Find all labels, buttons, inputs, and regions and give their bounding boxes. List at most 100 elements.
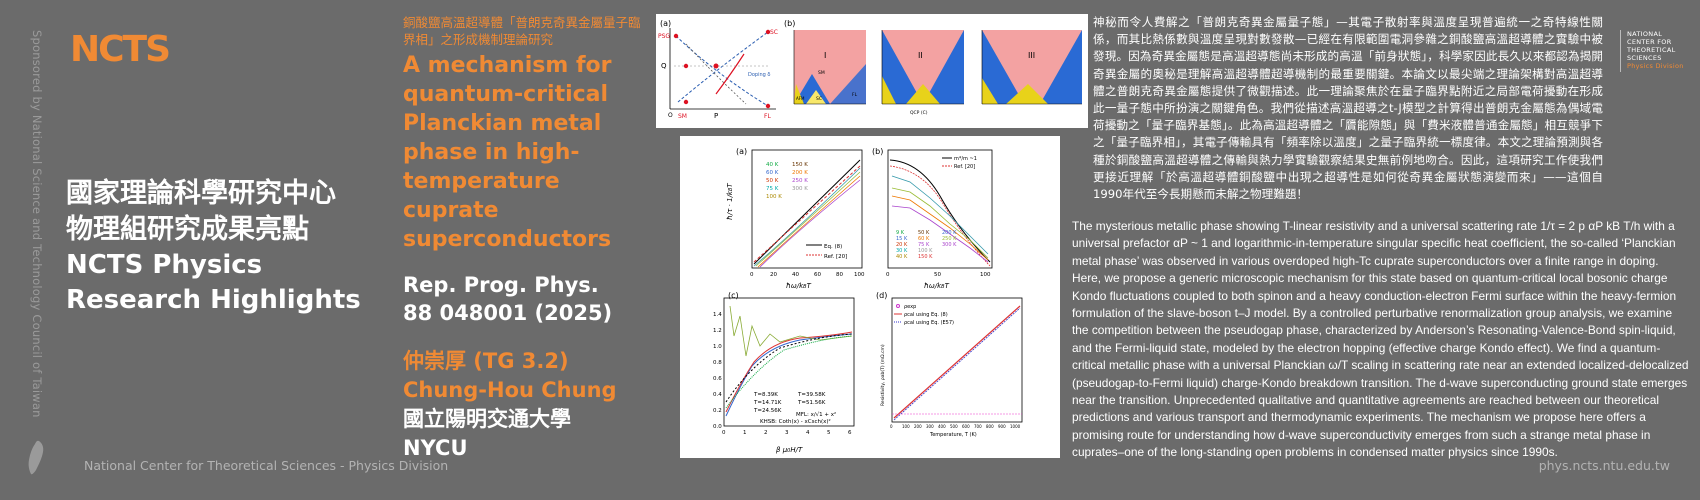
svg-text:I: I (824, 51, 826, 60)
svg-text:50 K: 50 K (766, 178, 779, 184)
main-title: 國家理論科學研究中心 物理組研究成果亮點 NCTS Physics Resear… (66, 176, 396, 318)
paper-title-en: A mechanism for quantum-critical Plancki… (403, 53, 612, 252)
svg-text:T=8.39K: T=8.39K (753, 392, 778, 398)
svg-text:500: 500 (950, 424, 958, 429)
author-zh: 仲崇厚 (TG 3.2) (403, 349, 569, 373)
svg-text:100: 100 (902, 424, 910, 429)
svg-text:40: 40 (792, 272, 799, 278)
svg-text:MFL: x/√1 + x²: MFL: x/√1 + x² (796, 411, 836, 418)
journal-name: Rep. Prog. Phys. (403, 273, 599, 297)
svg-text:0.4: 0.4 (713, 392, 722, 398)
fig-top-panel-a: (a) (660, 19, 671, 28)
svg-text:150 K: 150 K (792, 162, 808, 168)
svg-text:SM: SM (678, 113, 687, 120)
title-en-line1: NCTS Physics (66, 250, 263, 280)
paper-title-zh: 銅酸鹽高溫超導體「普朗克奇異金屬量子臨界相」之形成機制理論研究 (403, 15, 641, 47)
svg-text:0.8: 0.8 (713, 360, 722, 366)
svg-text:0: 0 (886, 272, 890, 278)
svg-text:Resistivity, ρab(T) (mΩ.cm): Resistivity, ρab(T) (mΩ.cm) (880, 344, 886, 406)
sponsor-text: Sponsored by National Science and Techno… (30, 30, 44, 418)
svg-text:50 K: 50 K (918, 230, 930, 236)
svg-text:0.2: 0.2 (713, 408, 722, 414)
svg-text:T=51.56K: T=51.56K (797, 400, 826, 406)
svg-text:600: 600 (962, 424, 970, 429)
svg-text:ρcal using Eq. (8): ρcal using Eq. (8) (904, 312, 948, 318)
svg-text:80: 80 (836, 272, 843, 278)
svg-text:5: 5 (827, 430, 831, 436)
ncts-logo: NCTS (70, 28, 171, 70)
svg-text:50: 50 (934, 272, 941, 278)
svg-text:T=24.56K: T=24.56K (753, 408, 782, 414)
svg-text:O: O (668, 112, 673, 119)
svg-text:(c): (c) (728, 291, 739, 300)
svg-text:1.0: 1.0 (713, 344, 722, 350)
svg-text:2: 2 (764, 430, 768, 436)
svg-text:ρcal using Eq. (E57): ρcal using Eq. (E57) (904, 320, 954, 326)
svg-text:Doping δ: Doping δ (748, 72, 770, 78)
svg-text:15 K: 15 K (896, 236, 908, 242)
svg-text:AFM: AFM (796, 96, 805, 101)
svg-text:Ref. [20]: Ref. [20] (824, 254, 847, 260)
svg-text:0: 0 (722, 430, 726, 436)
svg-text:SC: SC (816, 96, 822, 102)
svg-text:60 K: 60 K (766, 170, 779, 176)
svg-text:0: 0 (750, 272, 754, 278)
svg-text:T=14.71K: T=14.71K (753, 400, 782, 406)
author-en: Chung-Hou Chung (403, 378, 617, 402)
author-block: 仲崇厚 (TG 3.2) Chung-Hou Chung 國立陽明交通大學 NY… (403, 347, 643, 463)
footer-url[interactable]: phys.ncts.ntu.edu.tw (1538, 458, 1670, 473)
svg-text:Temperature, T (K): Temperature, T (K) (929, 432, 977, 438)
svg-text:(b): (b) (872, 147, 883, 156)
journal-volume: 88 048001 (2025) (403, 301, 613, 325)
svg-text:30 K: 30 K (896, 248, 908, 254)
svg-text:T=39.58K: T=39.58K (797, 392, 826, 398)
svg-text:II: II (918, 51, 923, 60)
svg-text:P: P (714, 112, 718, 120)
svg-text:200 K: 200 K (792, 170, 808, 176)
svg-text:4: 4 (806, 430, 810, 436)
journal-reference: Rep. Prog. Phys. 88 048001 (2025) (403, 271, 643, 327)
svg-text:1.2: 1.2 (713, 328, 722, 334)
ncts-wordmark: NATIONAL CENTER FOR THEORETICAL SCIENCES… (1627, 30, 1684, 70)
svg-text:300: 300 (926, 424, 934, 429)
svg-text:QCP (C): QCP (C) (910, 110, 928, 116)
svg-text:(d): (d) (876, 291, 887, 300)
svg-text:40 K: 40 K (766, 162, 779, 168)
svg-text:ρexp: ρexp (904, 304, 916, 310)
svg-text:PSG: PSG (658, 33, 670, 40)
title-zh-line2: 物理組研究成果亮點 (66, 214, 309, 245)
logo-text: NCTS (70, 28, 171, 70)
svg-text:Eq. (8): Eq. (8) (824, 244, 842, 250)
svg-text:60: 60 (814, 272, 821, 278)
sponsor-vertical-text: Sponsored by National Science and Techno… (26, 30, 44, 418)
svg-text:1.4: 1.4 (713, 312, 722, 318)
svg-text:250 K: 250 K (942, 236, 957, 242)
svg-text:700: 700 (974, 424, 982, 429)
affiliation-zh: 國立陽明交通大學 (403, 407, 571, 431)
svg-text:40 K: 40 K (896, 254, 908, 260)
svg-text:200 K: 200 K (942, 230, 957, 236)
svg-text:β μ0H/T: β μ0H/T (776, 446, 803, 454)
svg-text:75 K: 75 K (918, 242, 930, 248)
footer-division: National Center for Theoretical Sciences… (84, 458, 449, 473)
svg-text:300 K: 300 K (942, 242, 957, 248)
results-figure: (a) 40 K 60 K 50 K 75 K 100 K 150 K 200 … (680, 136, 1060, 458)
right-logo-divider (1620, 30, 1621, 72)
svg-text:0.6: 0.6 (713, 376, 722, 382)
svg-text:400: 400 (938, 424, 946, 429)
svg-text:1: 1 (743, 430, 747, 436)
svg-text:m*/m ~1: m*/m ~1 (954, 156, 977, 162)
svg-text:III: III (1028, 51, 1035, 60)
svg-text:0: 0 (890, 424, 893, 429)
svg-text:Ref. [20]: Ref. [20] (954, 164, 975, 170)
svg-text:100: 100 (854, 272, 865, 278)
svg-text:SM: SM (818, 70, 825, 76)
svg-text:200: 200 (914, 424, 922, 429)
taiwan-map-icon (28, 440, 44, 475)
svg-text:800: 800 (986, 424, 994, 429)
svg-text:6: 6 (848, 430, 852, 436)
panel-a-lines (753, 159, 861, 268)
phase-diagram-figure: (a) PSG SC Q SM P FL Doping δ O (b) I SC… (656, 14, 1088, 128)
svg-text:20 K: 20 K (896, 242, 908, 248)
affiliation-en: NYCU (403, 436, 468, 460)
